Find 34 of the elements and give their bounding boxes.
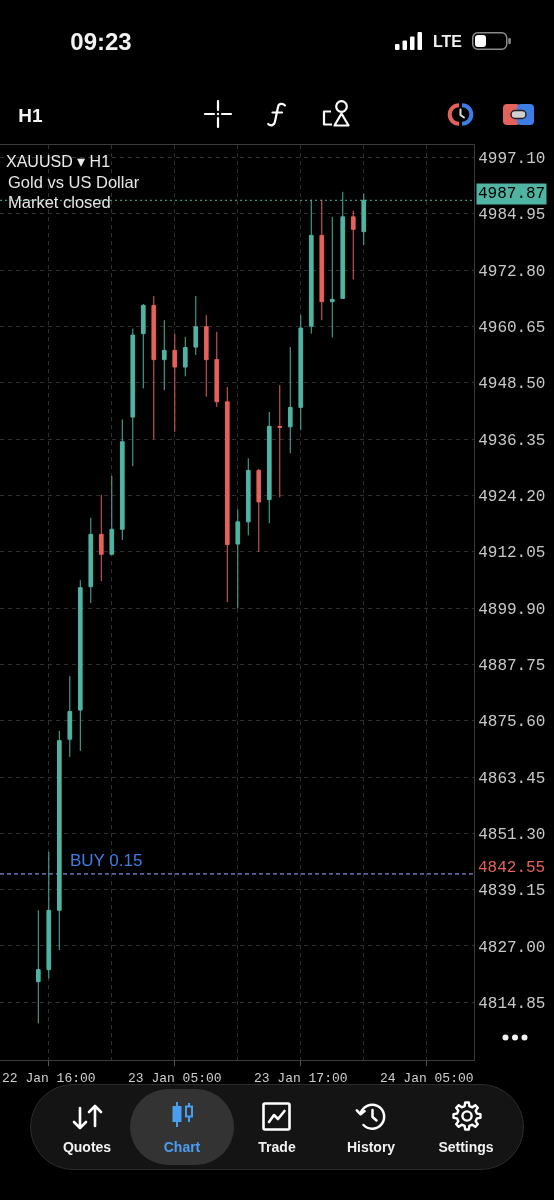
text: Settings [438,1139,494,1155]
y-tick-label: 4948.50 [478,375,546,394]
x-tick-label: 24 Jan 05:00 [379,1070,474,1086]
y-tick-label: 4875.60 [478,713,546,732]
y-tick-label: 4814.85 [478,994,546,1013]
y-tick-label: 4863.45 [478,769,546,788]
x-tick-label: 22 Jan 16:00 [1,1070,96,1086]
y-tick-label: 4851.30 [478,825,546,844]
x-tick-label: 23 Jan 05:00 [127,1070,222,1086]
y-tick-label: 4984.95 [478,206,546,225]
y-tick-label: 4997.10 [478,150,546,169]
ref-line-label: 4842.55 [478,859,546,877]
text: Trade [258,1139,296,1155]
text: History [346,1139,396,1155]
y-tick-label: 4972.80 [478,262,546,281]
y-tick-label: 4960.65 [478,319,546,338]
annotation: Market closed [8,193,111,211]
x-tick-label: 23 Jan 17:00 [253,1070,348,1086]
text: H1 [18,104,43,126]
y-tick-label: 4887.75 [478,656,546,675]
text: 09:23 [70,28,132,55]
y-tick-label: 4912.05 [478,544,546,563]
y-tick-label: 4839.15 [478,882,546,901]
y-tick-label: 4936.35 [478,431,546,450]
ref-line-label: 4987.87 [478,185,546,203]
text: Gold vs US Dollar [8,173,140,191]
text: XAUUSD ▾ H1 [6,152,111,170]
y-tick-label: 4899.90 [478,600,546,619]
ref-line-label: BUY 0.15 [70,851,143,870]
y-tick-label: 4827.00 [478,938,546,957]
text: LTE [432,33,463,50]
text: Chart [163,1139,201,1155]
y-tick-label: 4924.20 [478,488,546,507]
text: Quotes [62,1139,112,1155]
